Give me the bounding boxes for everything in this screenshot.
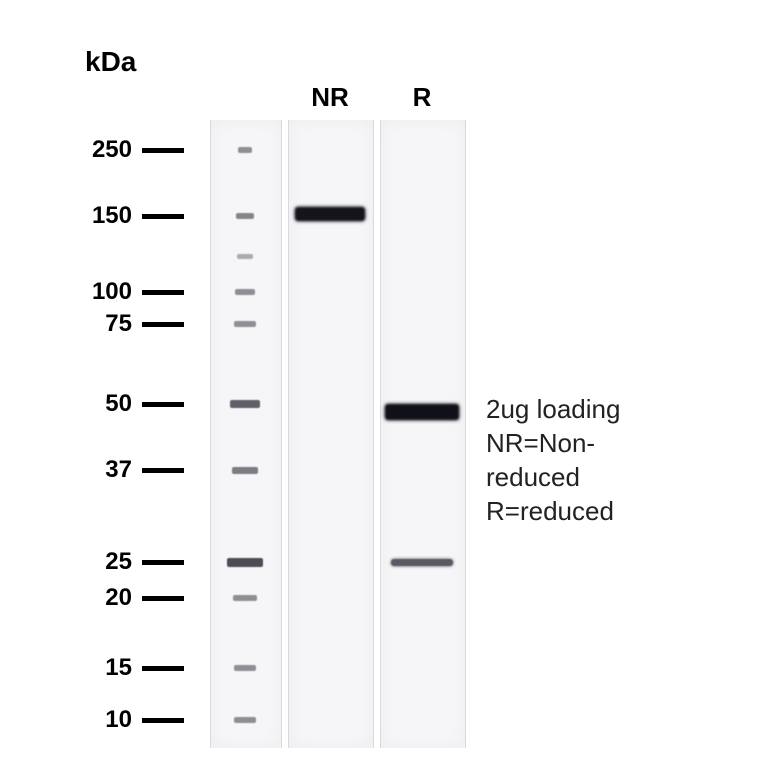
mw-label: 37: [105, 456, 132, 484]
mw-tick: [142, 322, 184, 327]
ladder-band: [235, 289, 255, 295]
ladder-band: [238, 147, 252, 153]
ladder-band: [233, 595, 257, 601]
mw-label: 150: [92, 202, 132, 230]
mw-label: 20: [105, 584, 132, 612]
annotation-text: 2ug loadingNR=Non-reducedR=reduced: [486, 392, 620, 528]
mw-label: 250: [92, 136, 132, 164]
mw-tick: [142, 666, 184, 671]
mw-label: 15: [105, 654, 132, 682]
mw-label: 25: [105, 548, 132, 576]
lane-r: [380, 120, 466, 748]
ladder-band: [237, 254, 253, 259]
sample-band-r: [385, 404, 459, 420]
annotation-line: NR=Non-: [486, 426, 620, 460]
lane-header-nr: NR: [288, 82, 372, 113]
annotation-line: reduced: [486, 460, 620, 494]
ladder-band: [234, 665, 256, 671]
mw-tick: [142, 290, 184, 295]
annotation-line: R=reduced: [486, 494, 620, 528]
mw-tick: [142, 148, 184, 153]
mw-tick: [142, 718, 184, 723]
sample-band-r: [391, 559, 453, 566]
mw-tick: [142, 596, 184, 601]
sample-band-nr: [295, 207, 365, 221]
mw-tick: [142, 214, 184, 219]
ladder-band: [232, 467, 258, 474]
ladder-band: [230, 400, 260, 408]
mw-label: 50: [105, 390, 132, 418]
ladder-band: [234, 321, 256, 327]
lane-header-r: R: [380, 82, 464, 113]
mw-label: 10: [105, 706, 132, 734]
axis-title: kDa: [85, 46, 136, 78]
mw-tick: [142, 560, 184, 565]
mw-tick: [142, 468, 184, 473]
mw-label: 100: [92, 278, 132, 306]
mw-tick: [142, 402, 184, 407]
ladder-band: [234, 717, 256, 723]
annotation-line: 2ug loading: [486, 392, 620, 426]
mw-label: 75: [105, 310, 132, 338]
ladder-band: [227, 558, 263, 567]
ladder-band: [236, 213, 254, 219]
